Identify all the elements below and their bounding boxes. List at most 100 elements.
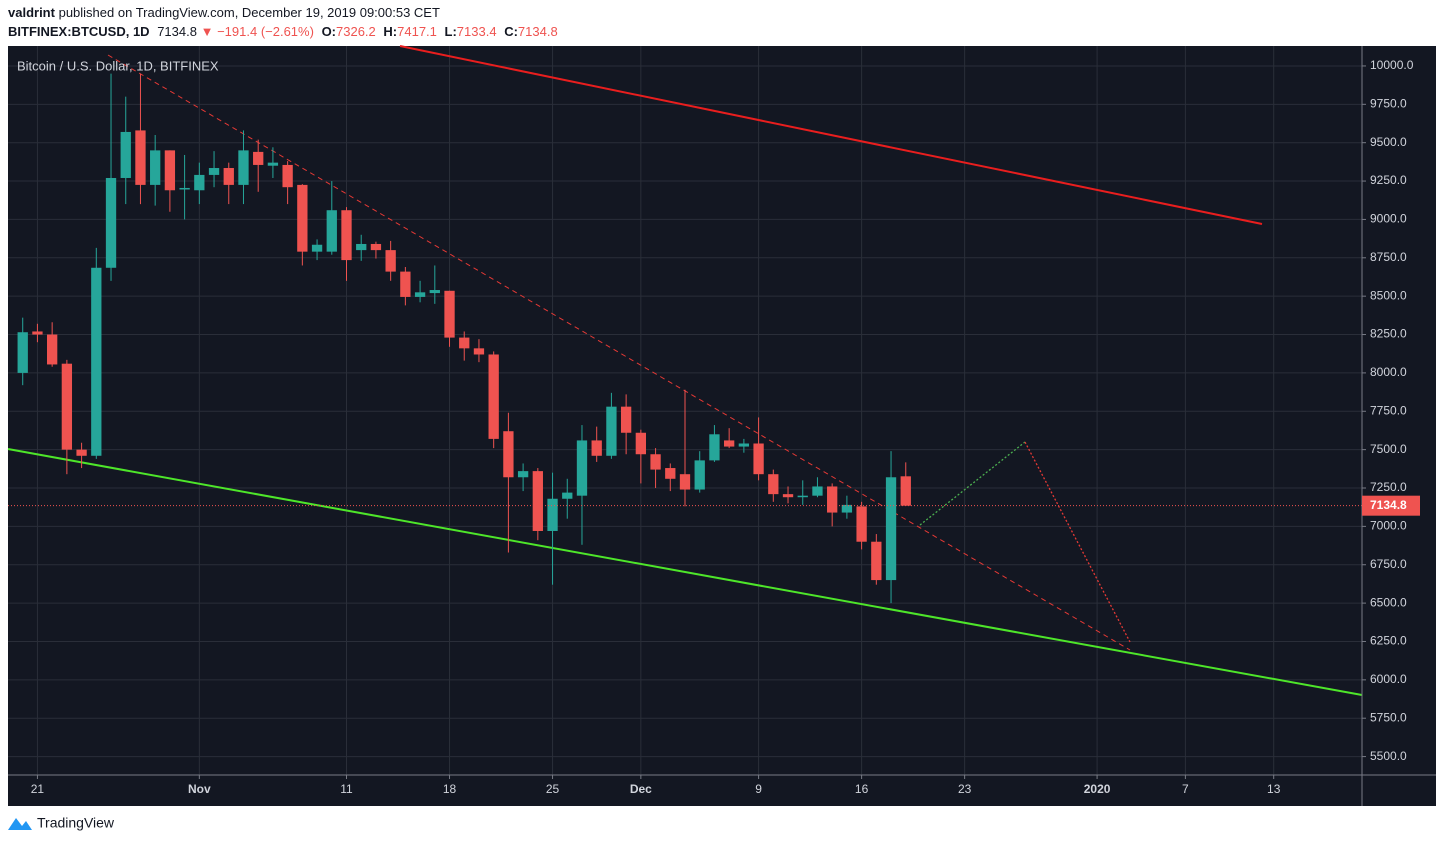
candle-body: [606, 406, 617, 456]
candle-body: [488, 354, 499, 439]
candle-body: [547, 498, 558, 531]
y-tick-label: 6500.0: [1370, 595, 1407, 609]
y-tick-label: 7750.0: [1370, 403, 1407, 417]
candle-body: [32, 331, 43, 335]
candles: [8, 73, 1362, 604]
candle-body: [517, 471, 529, 478]
chart-title: Bitcoin / U.S. Dollar, 1D, BITFINEX: [17, 58, 219, 73]
y-tick-label: 6750.0: [1370, 557, 1407, 571]
candle-body: [297, 184, 308, 252]
candle-body: [61, 363, 73, 450]
candle-body: [797, 495, 808, 498]
x-tick-label: 13: [1267, 782, 1281, 796]
candle-body: [370, 243, 382, 251]
last-price-box: [1362, 495, 1420, 516]
y-tick-label: 9750.0: [1370, 96, 1407, 110]
candle-body: [724, 440, 735, 447]
y-tick-label: 8500.0: [1370, 288, 1407, 302]
candle-body: [841, 504, 853, 513]
y-tick-label: 9250.0: [1370, 173, 1407, 187]
x-tick-label: 9: [755, 782, 762, 796]
published: published on TradingView.com, December 1…: [59, 5, 440, 20]
y-tick-label: 9500.0: [1370, 135, 1407, 149]
x-tick-label: 21: [31, 782, 45, 796]
candle-body: [473, 348, 485, 355]
ohlc-label: O:: [322, 24, 336, 39]
symbol: BITFINEX:BTCUSD, 1D: [8, 24, 150, 39]
candle-body: [120, 131, 131, 178]
candle-body: [400, 271, 411, 297]
candle-body: [164, 150, 176, 191]
y-tick-label: 8000.0: [1370, 365, 1407, 379]
dashed-trendline: [107, 54, 1131, 651]
candle-body: [885, 477, 897, 581]
ohlc-label: H:: [383, 24, 397, 39]
x-tick-label: 18: [443, 782, 457, 796]
candle-body: [311, 244, 323, 252]
candle-body: [91, 267, 102, 456]
ohlc-value: 7417.1: [397, 24, 437, 39]
publisher-line: valdrint published on TradingView.com, D…: [8, 5, 440, 20]
candle-body: [17, 332, 28, 373]
footer: [0, 806, 1436, 844]
change: −191.4 (−2.61%): [217, 24, 314, 39]
chart-background: [8, 46, 1436, 806]
x-tick-label: 2020: [1084, 782, 1111, 796]
ohlc-label: C:: [504, 24, 518, 39]
candle-body: [635, 432, 646, 455]
candle-body: [238, 150, 249, 185]
candle-body: [753, 443, 764, 475]
axes: 5500.0 5750.0 6000.0 6250.0 6500.0 6750.0 7000…: [31, 58, 1420, 796]
candle-body: [532, 471, 543, 531]
x-tick-label: Nov: [188, 782, 211, 796]
candle-body: [620, 406, 632, 433]
y-tick-label: 7250.0: [1370, 480, 1407, 494]
candle-body: [900, 476, 911, 506]
candle-body: [341, 210, 352, 261]
candle-body: [694, 460, 705, 490]
ohlc-value: 7326.2: [336, 24, 376, 39]
ohlc-value: 7133.4: [457, 24, 497, 39]
candle-body: [208, 168, 220, 175]
candle-body: [105, 177, 117, 268]
candle-body: [650, 454, 661, 470]
candle-body: [738, 443, 750, 447]
resistance-line: [399, 45, 1263, 225]
ohlc-label: L:: [445, 24, 457, 39]
change-arrow: ▼: [201, 24, 214, 39]
candle-body: [768, 474, 779, 495]
candle-body: [444, 290, 455, 338]
last-price: 7134.8: [157, 24, 197, 39]
y-tick-label: 6000.0: [1370, 672, 1407, 686]
y-tick-label: 7000.0: [1370, 519, 1407, 533]
candle-body: [709, 434, 720, 461]
support-line: [7, 448, 1363, 696]
logo: [8, 818, 32, 830]
author: valdrint: [8, 5, 56, 20]
candle-body: [459, 337, 470, 349]
x-tick-label: Dec: [630, 782, 652, 796]
candle-body: [356, 243, 367, 251]
x-tick-label: 23: [958, 782, 972, 796]
drawings: [7, 45, 1363, 696]
x-tick-label: 7: [1182, 782, 1189, 796]
x-tick-label: 11: [340, 782, 353, 796]
y-tick-label: 9000.0: [1370, 212, 1407, 226]
candle-body: [562, 492, 573, 499]
last-price-label: 7134.8: [1370, 498, 1407, 512]
y-tick-label: 8250.0: [1370, 327, 1407, 341]
candle-body: [679, 474, 691, 490]
candle-body: [223, 168, 234, 185]
y-tick-label: 7500.0: [1370, 442, 1407, 456]
x-tick-label: 25: [546, 782, 560, 796]
y-tick-label: 6250.0: [1370, 634, 1407, 648]
candle-body: [429, 290, 440, 294]
candle-body: [253, 151, 264, 165]
candle-body: [385, 250, 396, 272]
candle-body: [871, 541, 882, 581]
candle-body: [856, 506, 867, 542]
candle-body: [194, 174, 205, 191]
candle-body: [591, 440, 602, 456]
